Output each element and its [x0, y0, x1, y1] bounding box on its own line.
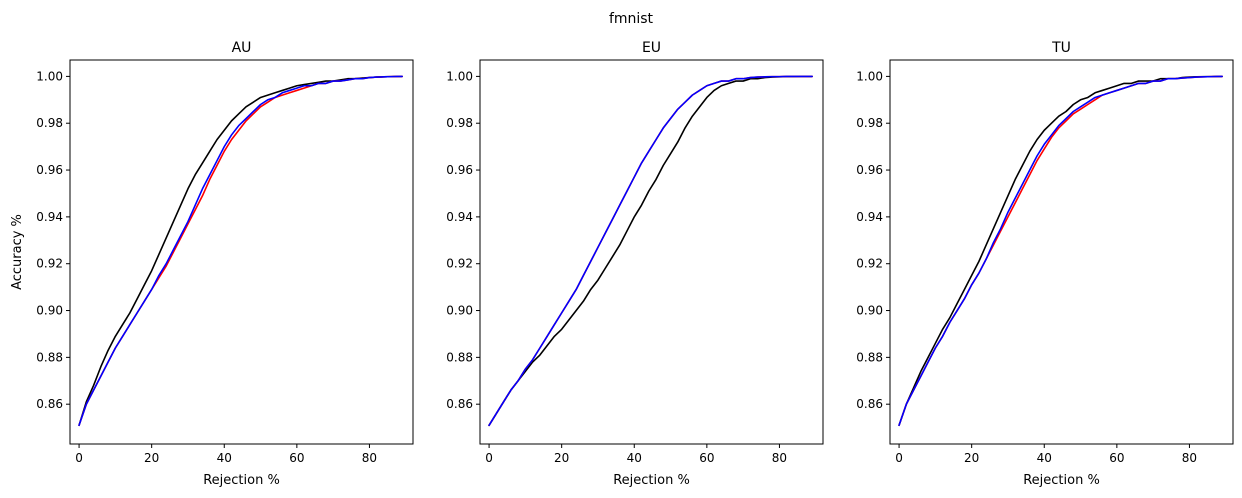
x-axis-label: Rejection %	[203, 473, 280, 488]
y-tick-label: 0.86	[856, 397, 883, 411]
subplot-title: AU	[232, 40, 252, 56]
x-tick-label: 80	[772, 451, 787, 465]
series-group	[78, 75, 403, 427]
figure-suptitle: fmnist	[609, 11, 654, 27]
y-axis-label: Accuracy %	[10, 214, 25, 290]
y-tick-label: 0.98	[36, 116, 63, 130]
y-tick-label: 0.92	[446, 257, 473, 271]
x-tick-label: 80	[362, 451, 377, 465]
x-axis-label: Rejection %	[1023, 473, 1100, 488]
x-tick-label: 20	[554, 451, 569, 465]
x-tick-label: 40	[217, 451, 232, 465]
y-tick-label: 0.94	[36, 210, 63, 224]
subplot-title: TU	[1051, 40, 1071, 56]
y-tick-label: 0.98	[856, 116, 883, 130]
y-tick-label: 0.88	[856, 350, 883, 364]
axes-frame	[69, 59, 414, 445]
y-tick-label: 1.00	[36, 69, 63, 83]
subplot-eu: EU 0 20 40 60 80 0.86 0.88 0.90 0.92 0.94 0.96 0.98 1…	[446, 40, 824, 488]
y-tick-label: 0.90	[36, 304, 63, 318]
x-tick-label: 0	[75, 451, 83, 465]
x-tick-label: 20	[144, 451, 159, 465]
subplot-tu: TU 0 20 40 60 80 0.86 0.88 0.90 0.92 0.94 0.96 0.98 1…	[856, 40, 1234, 488]
x-tick-label: 0	[895, 451, 903, 465]
x-tick-label: 20	[964, 451, 979, 465]
y-tick-label: 0.88	[36, 350, 63, 364]
subplot-au: AU 0 20 40 60 80 0.86 0.88 0.90 0.92 0.94 0.96 0.98 1…	[10, 40, 414, 488]
y-tick-label: 0.92	[36, 257, 63, 271]
y-tick-label: 0.86	[36, 397, 63, 411]
x-tick-label: 40	[1037, 451, 1052, 465]
series-line-0	[488, 75, 813, 427]
y-tick-label: 0.94	[856, 210, 883, 224]
y-tick-label: 0.96	[446, 163, 473, 177]
y-tick-label: 0.90	[856, 304, 883, 318]
x-axis-label: Rejection %	[613, 473, 690, 488]
y-tick-label: 1.00	[856, 69, 883, 83]
y-tick-label: 0.94	[446, 210, 473, 224]
series-group	[898, 75, 1223, 427]
series-group	[488, 75, 813, 427]
series-line-2	[488, 75, 813, 427]
y-tick-label: 0.96	[36, 163, 63, 177]
y-tick-label: 0.88	[446, 350, 473, 364]
x-tick-label: 80	[1182, 451, 1197, 465]
subplot-panels: AU 0 20 40 60 80 0.86 0.88 0.90 0.92 0.94 0.96 0.98 1…	[10, 40, 1234, 488]
series-line-2	[78, 75, 403, 427]
y-tick-label: 0.86	[446, 397, 473, 411]
axes-frame	[479, 59, 824, 445]
y-tick-label: 0.96	[856, 163, 883, 177]
x-tick-label: 60	[289, 451, 304, 465]
axes-frame	[889, 59, 1234, 445]
x-tick-label: 0	[485, 451, 493, 465]
x-tick-label: 60	[699, 451, 714, 465]
y-tick-label: 0.92	[856, 257, 883, 271]
x-tick-label: 60	[1109, 451, 1124, 465]
x-tick-label: 40	[627, 451, 642, 465]
subplot-title: EU	[642, 40, 661, 56]
series-line-2	[898, 75, 1223, 427]
y-tick-label: 0.98	[446, 116, 473, 130]
y-tick-label: 0.90	[446, 304, 473, 318]
y-tick-label: 1.00	[446, 69, 473, 83]
